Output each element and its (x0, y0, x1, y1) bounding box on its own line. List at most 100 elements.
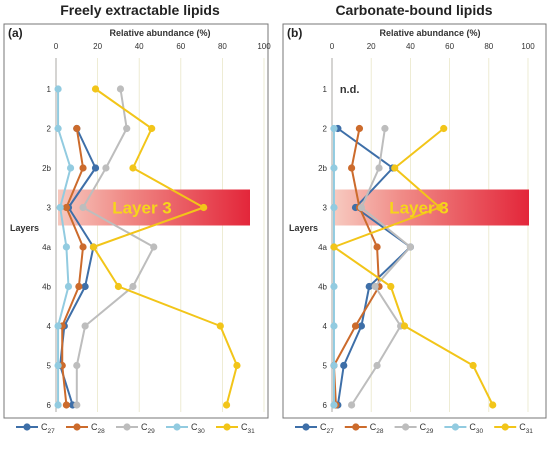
legend-item: C31 (216, 422, 255, 435)
legend-swatch-marker (73, 423, 81, 431)
data-point (400, 322, 409, 330)
data-point (348, 401, 356, 409)
data-point (62, 401, 70, 409)
x-tick-label: 40 (135, 42, 144, 51)
layer-tick-label: 3 (47, 204, 52, 213)
layer-tick-label: 6 (47, 401, 52, 410)
data-point (75, 282, 83, 291)
series-line (350, 128, 412, 406)
data-point (365, 282, 373, 291)
legend-item: C29 (116, 422, 155, 435)
series-C31 (89, 85, 241, 409)
data-point (66, 164, 75, 172)
data-point (91, 85, 100, 93)
x-tick-label: 80 (218, 42, 227, 51)
data-point (62, 203, 70, 212)
data-point (233, 361, 241, 370)
panel-1: Carbonate-bound lipids (b) Relative abunda… (282, 2, 547, 435)
data-point (357, 322, 365, 330)
legend-label: C27 (41, 422, 55, 435)
x-tick-label: 60 (445, 42, 454, 51)
data-point (440, 124, 448, 133)
x-axis-label: Relative abundance (%) (379, 28, 480, 38)
data-point (348, 164, 356, 172)
panel-frame (3, 23, 269, 419)
data-point (381, 124, 389, 133)
legend: C27 C28 C29 C30 C31 (295, 422, 533, 435)
data-point (436, 203, 444, 212)
layer-tick-label: 4b (42, 283, 51, 292)
series-C29 (73, 85, 158, 409)
data-point (489, 401, 497, 409)
layer-tick-label: 4 (47, 322, 52, 331)
data-point (89, 243, 98, 251)
panel-label: (b) (287, 26, 302, 40)
layer-tick-label: 5 (47, 362, 52, 371)
data-point (79, 243, 87, 251)
data-point (73, 124, 81, 133)
legend-swatch-marker (501, 423, 509, 431)
panel-title: Freely extractable lipids (60, 2, 220, 18)
data-point (114, 282, 122, 291)
legend-label: C29 (141, 422, 155, 435)
data-point (330, 203, 338, 212)
series-line (61, 128, 85, 406)
layer-tick-label: 4a (42, 243, 51, 252)
x-tick-label: 20 (367, 42, 376, 51)
data-point (330, 282, 338, 291)
data-point (375, 164, 383, 172)
series-line (332, 128, 381, 406)
legend-label: C28 (370, 422, 384, 435)
x-tick-label: 80 (484, 42, 493, 51)
data-point (54, 361, 62, 370)
data-point (64, 282, 73, 291)
data-point (73, 401, 81, 409)
not-determined-note: n.d. (340, 84, 360, 96)
data-point (54, 322, 62, 330)
data-point (330, 164, 338, 172)
data-point (129, 282, 137, 291)
layer-tick-label: 4a (318, 243, 327, 252)
y-axis-label: Layers (10, 223, 39, 233)
data-point (148, 124, 156, 133)
data-point (387, 282, 395, 291)
panel-title: Carbonate-bound lipids (335, 2, 492, 18)
legend-swatch-marker (123, 423, 131, 431)
legend-item: C31 (494, 422, 533, 435)
data-point (330, 401, 338, 409)
y-axis-label: Layers (289, 223, 318, 233)
legend-swatch-marker (23, 423, 31, 431)
legend-label: C30 (469, 422, 483, 435)
layer-tick-label: 6 (323, 401, 328, 410)
layer-tick-label: 2 (323, 125, 328, 134)
data-point (56, 203, 64, 212)
legend-item: C27 (295, 422, 334, 435)
layer-tick-label: 2 (47, 125, 52, 134)
panel-frame (282, 23, 547, 419)
legend-swatch-marker (173, 423, 181, 431)
x-axis-label: Relative abundance (%) (109, 28, 210, 38)
legend-label: C29 (420, 422, 434, 435)
series-C30 (330, 124, 338, 409)
data-point (79, 164, 87, 172)
legend-item: C30 (444, 422, 484, 435)
legend-swatch-marker (223, 423, 231, 431)
layer-tick-label: 2b (42, 164, 51, 173)
data-point (54, 85, 62, 93)
data-point (330, 243, 338, 251)
x-tick-label: 100 (521, 42, 535, 51)
highlight-label: Layer 3 (112, 199, 172, 218)
x-tick-label: 100 (257, 42, 271, 51)
data-point (330, 322, 338, 330)
data-point (102, 164, 110, 172)
x-tick-label: 40 (406, 42, 415, 51)
series-line (92, 88, 238, 406)
series-C31 (330, 124, 497, 409)
legend-label: C28 (91, 422, 105, 435)
data-point (123, 124, 131, 133)
series-line (332, 127, 494, 406)
x-tick-label: 0 (330, 42, 335, 51)
x-tick-label: 20 (93, 42, 102, 51)
